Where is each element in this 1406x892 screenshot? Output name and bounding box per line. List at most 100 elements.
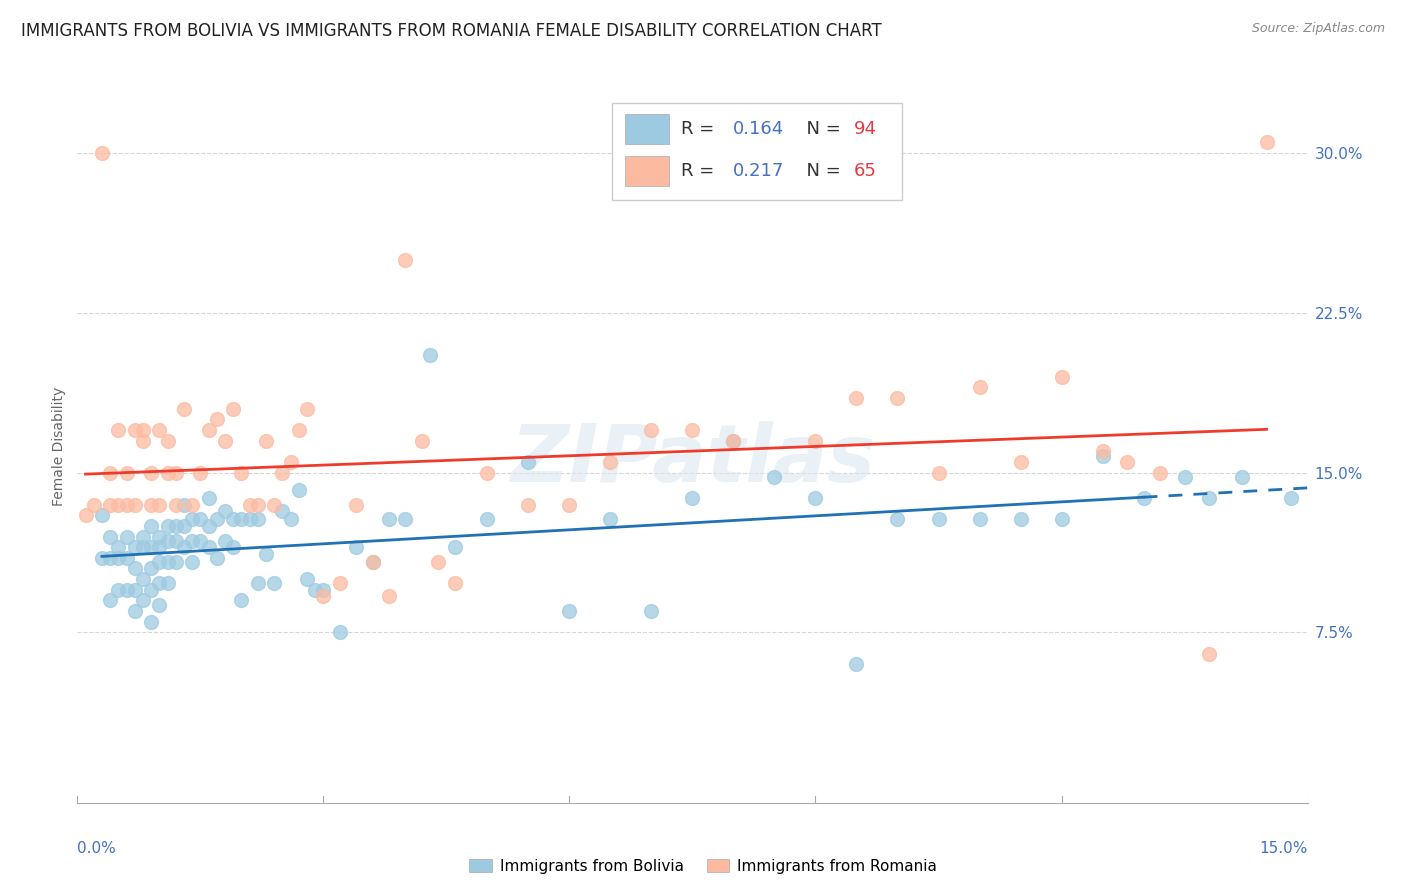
Point xyxy=(804,491,827,506)
Point xyxy=(115,466,138,480)
Point xyxy=(124,604,146,618)
Point xyxy=(361,555,384,569)
Point xyxy=(197,540,219,554)
Point xyxy=(75,508,97,523)
Point xyxy=(165,533,187,548)
Point xyxy=(205,550,228,565)
Point xyxy=(280,455,302,469)
Point xyxy=(124,423,146,437)
Text: R =: R = xyxy=(682,120,720,138)
Point xyxy=(90,146,114,161)
Point xyxy=(443,576,465,591)
Point xyxy=(477,512,499,526)
Point xyxy=(246,512,269,526)
Point xyxy=(1256,136,1278,150)
Point xyxy=(98,498,121,512)
Point xyxy=(165,519,187,533)
Point xyxy=(886,391,908,405)
Point xyxy=(173,540,195,554)
Text: N =: N = xyxy=(794,161,846,179)
Point xyxy=(558,604,581,618)
Point xyxy=(156,555,179,569)
Point xyxy=(254,547,277,561)
FancyBboxPatch shape xyxy=(624,114,669,145)
Point xyxy=(205,412,228,426)
Text: R =: R = xyxy=(682,161,720,179)
Point xyxy=(263,576,285,591)
Point xyxy=(181,512,204,526)
Point xyxy=(115,582,138,597)
Point xyxy=(845,657,868,672)
Point xyxy=(188,533,212,548)
Point xyxy=(845,391,868,405)
Point xyxy=(148,555,170,569)
Point xyxy=(107,498,129,512)
Point xyxy=(214,434,236,448)
Point xyxy=(148,498,170,512)
Point xyxy=(90,508,114,523)
Point xyxy=(124,498,146,512)
Point xyxy=(419,349,441,363)
Point xyxy=(132,593,155,607)
Point xyxy=(231,593,253,607)
Point xyxy=(173,519,195,533)
Point xyxy=(115,498,138,512)
Point xyxy=(239,498,262,512)
Point xyxy=(188,512,212,526)
Point xyxy=(132,572,155,586)
Point xyxy=(181,555,204,569)
Point xyxy=(231,466,253,480)
Point xyxy=(477,466,499,480)
Point xyxy=(394,252,416,267)
Point xyxy=(763,470,786,484)
Point xyxy=(231,512,253,526)
Point xyxy=(443,540,465,554)
Point xyxy=(165,466,187,480)
Point xyxy=(107,540,129,554)
Point xyxy=(222,512,245,526)
Point xyxy=(173,498,195,512)
Point xyxy=(1010,512,1032,526)
Point xyxy=(197,519,219,533)
Point xyxy=(1050,512,1073,526)
Point xyxy=(156,576,179,591)
Text: 65: 65 xyxy=(853,161,876,179)
Point xyxy=(148,540,170,554)
Point xyxy=(156,434,179,448)
Point xyxy=(181,533,204,548)
Point xyxy=(90,550,114,565)
Point xyxy=(1174,470,1197,484)
FancyBboxPatch shape xyxy=(624,155,669,186)
Point xyxy=(124,540,146,554)
Point xyxy=(107,550,129,565)
Point xyxy=(148,529,170,543)
Point xyxy=(141,540,163,554)
Point xyxy=(271,504,294,518)
Text: Source: ZipAtlas.com: Source: ZipAtlas.com xyxy=(1251,22,1385,36)
Point xyxy=(115,529,138,543)
Point xyxy=(295,572,318,586)
Point xyxy=(148,598,170,612)
Point xyxy=(98,466,121,480)
Text: 15.0%: 15.0% xyxy=(1260,841,1308,856)
Point xyxy=(886,512,908,526)
Point xyxy=(1149,466,1171,480)
Point xyxy=(378,512,401,526)
Point xyxy=(723,434,745,448)
Point xyxy=(928,466,950,480)
Point xyxy=(83,498,105,512)
Point xyxy=(181,498,204,512)
Point xyxy=(148,423,170,437)
Point xyxy=(239,512,262,526)
Point xyxy=(599,512,621,526)
Point xyxy=(124,561,146,575)
Point xyxy=(132,434,155,448)
Point xyxy=(246,576,269,591)
Point xyxy=(1230,470,1253,484)
Point xyxy=(141,466,163,480)
Point xyxy=(214,533,236,548)
Point xyxy=(1091,449,1114,463)
Point xyxy=(394,512,416,526)
Point xyxy=(165,555,187,569)
Point xyxy=(682,423,704,437)
